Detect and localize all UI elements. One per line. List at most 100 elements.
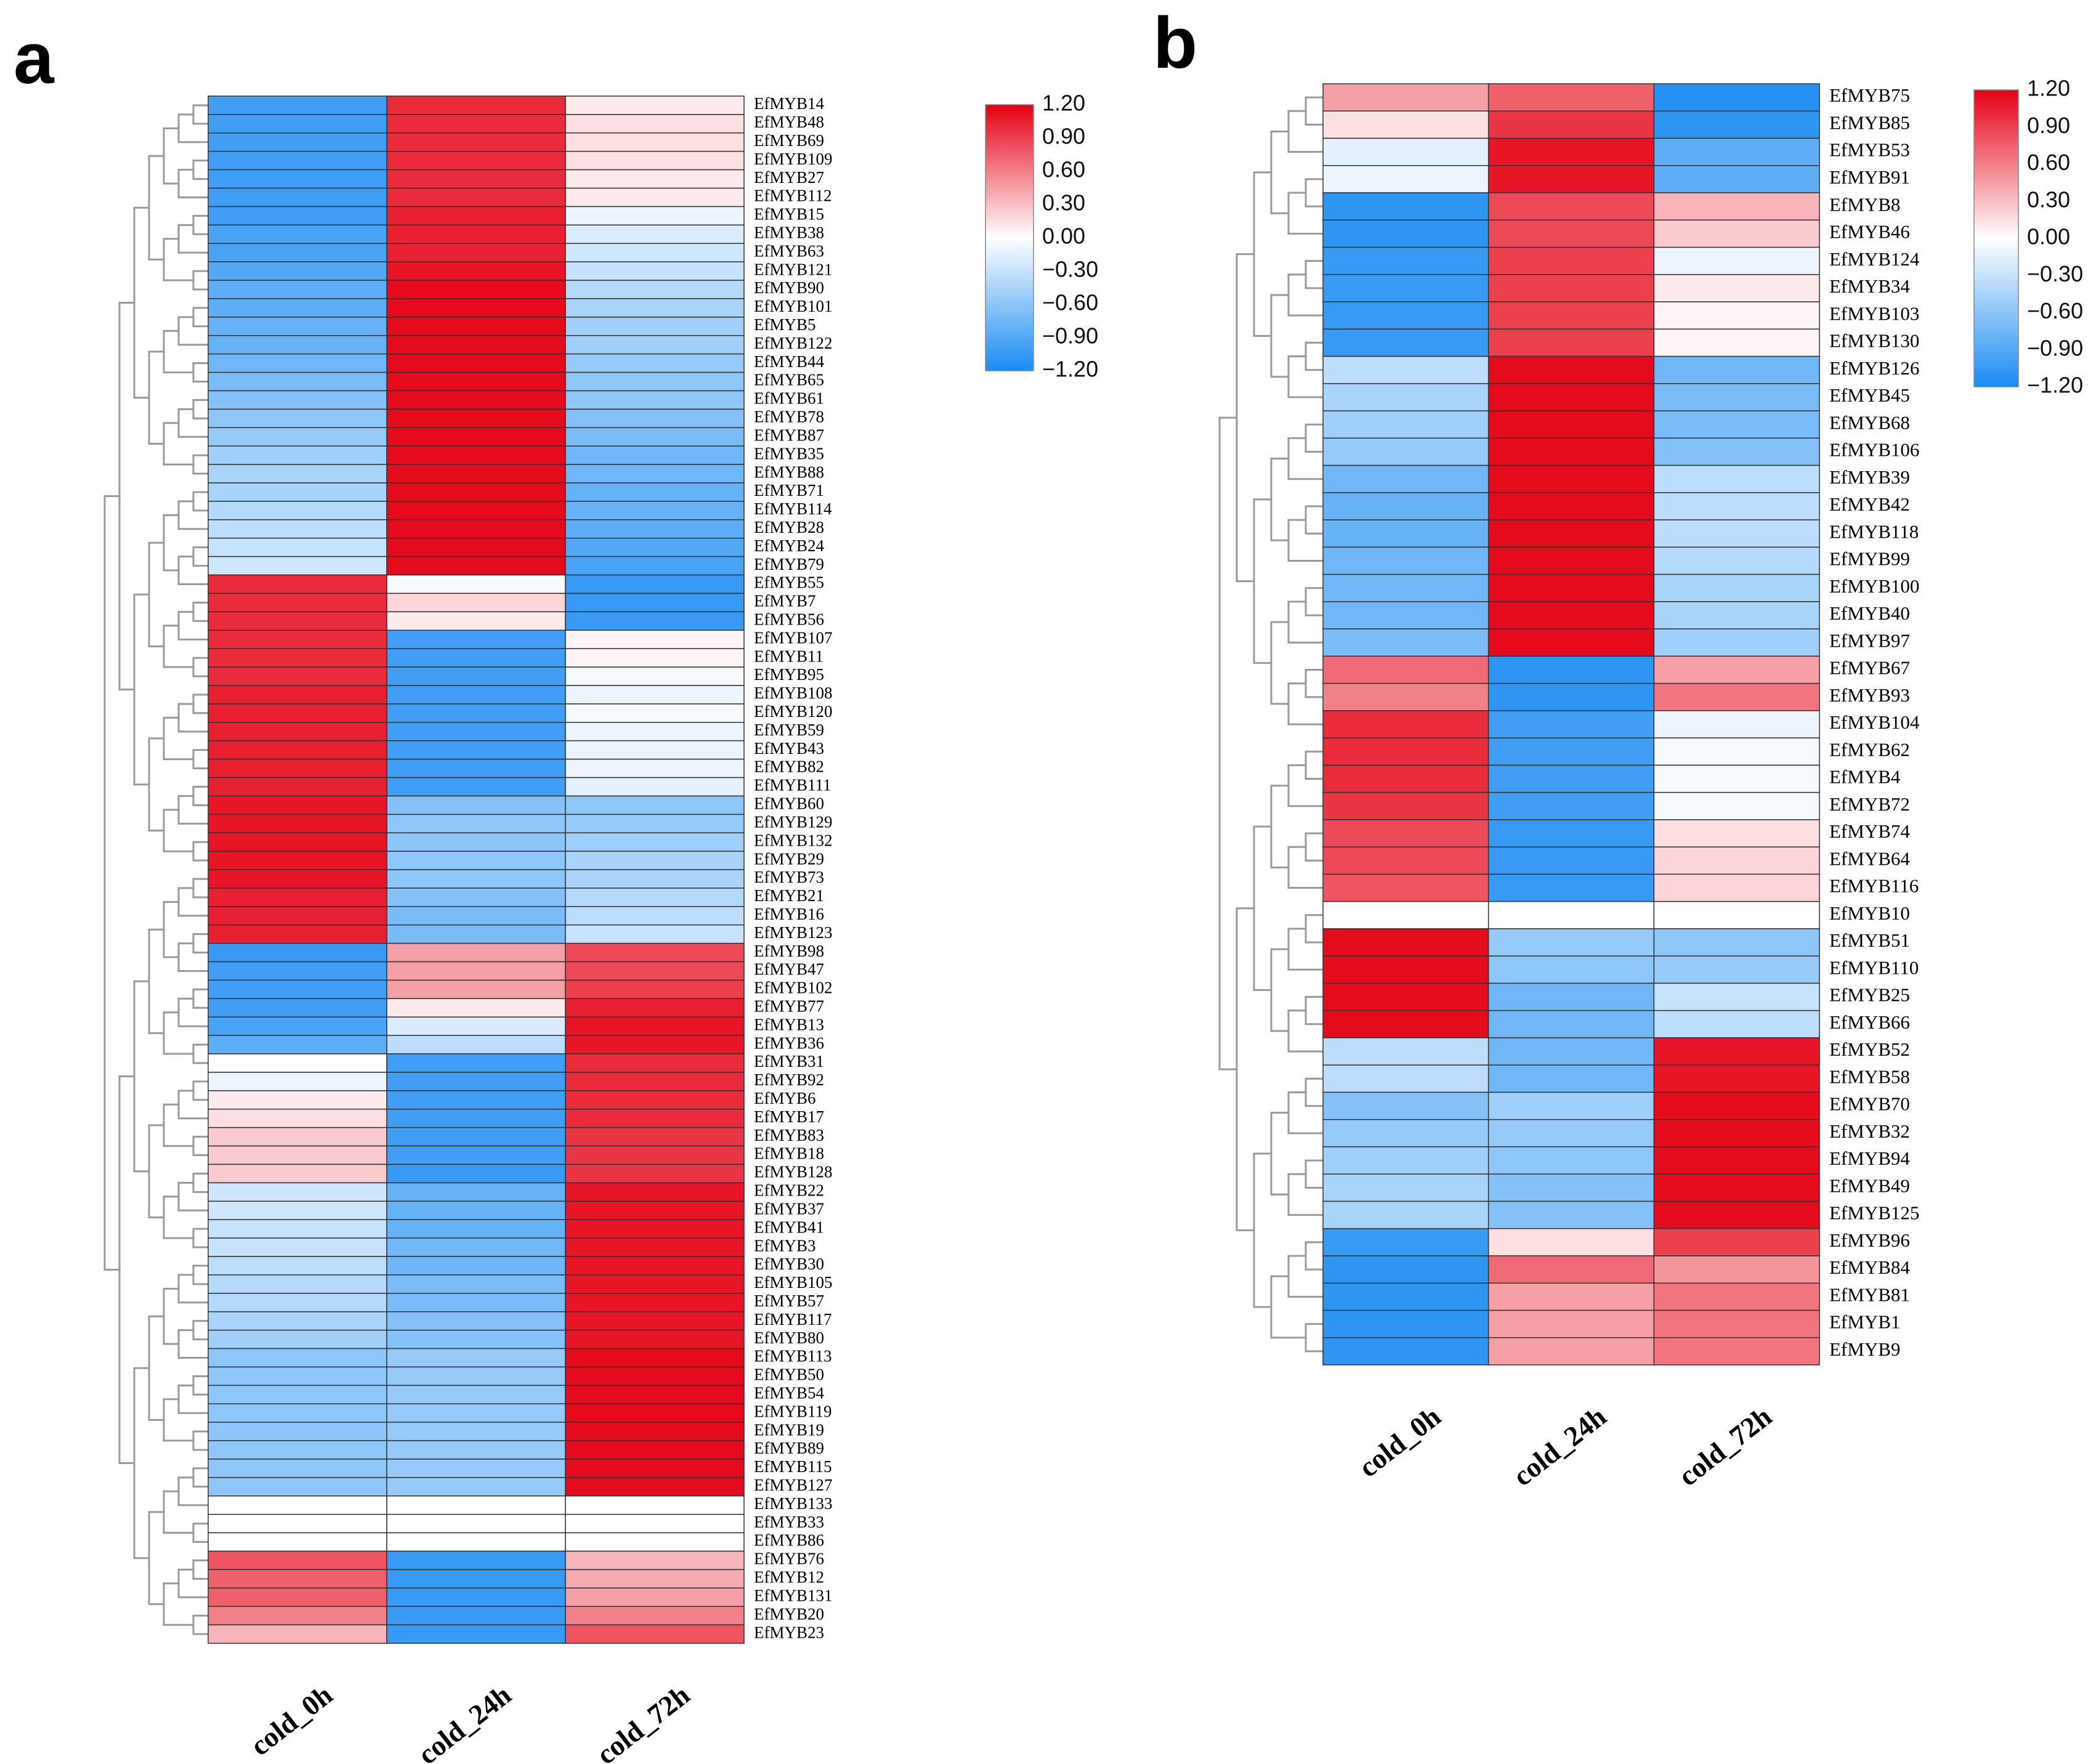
heatmap-cell [386, 1293, 566, 1313]
heatmap-cell [565, 335, 745, 355]
heatmap-cell [1322, 1064, 1489, 1093]
heatmap-cell [208, 758, 387, 779]
row-label: EfMYB51 [1829, 929, 1910, 951]
heatmap-cell [208, 961, 387, 981]
heatmap-cell [1322, 492, 1489, 520]
heatmap-cell [1653, 1146, 1820, 1175]
b-tree-branch [1270, 1112, 1289, 1196]
b-tree-branch [1253, 498, 1271, 664]
row-label: EfMYB88 [754, 463, 824, 481]
heatmap-cell [1487, 110, 1655, 139]
heatmap-cell [386, 1127, 566, 1147]
heatmap-cell [565, 703, 745, 723]
heatmap-cell [1487, 1173, 1655, 1202]
heatmap-cell [386, 1016, 566, 1036]
heatmap-cell [1653, 410, 1820, 439]
heatmap-cell [1653, 192, 1820, 221]
heatmap-cell [565, 501, 745, 520]
heatmap-cell [1653, 1337, 1820, 1365]
a-tree-branch [163, 900, 179, 958]
heatmap-cell [386, 648, 566, 668]
heatmap-cell [1322, 464, 1489, 493]
a-tree-branch [192, 657, 208, 678]
heatmap-cell [565, 1422, 745, 1441]
heatmap-cell [386, 1385, 566, 1404]
color-scale-tick-label: 1.20 [1042, 91, 1085, 116]
heatmap-cell [1487, 165, 1655, 193]
heatmap-cell [565, 445, 745, 465]
heatmap-cell [565, 1569, 745, 1589]
row-label: EfMYB130 [1829, 330, 1919, 352]
heatmap-cell [565, 537, 745, 557]
color-scale-tick-label: −0.60 [1042, 290, 1098, 315]
a-tree-branch [148, 737, 164, 831]
row-label: EfMYB119 [754, 1402, 832, 1420]
heatmap-cell [1322, 383, 1489, 411]
heatmap-cell [208, 335, 387, 355]
heatmap-cell [1653, 1037, 1820, 1066]
row-label: EfMYB127 [754, 1476, 833, 1494]
b-tree-branch [1253, 171, 1271, 337]
b-tree-branch [1305, 96, 1323, 126]
heatmap-cell [565, 1109, 745, 1128]
heatmap-cell [565, 1606, 745, 1625]
row-label: EfMYB92 [754, 1070, 824, 1089]
heatmap-cell [208, 1550, 387, 1571]
row-label: EfMYB42 [1829, 493, 1910, 515]
row-label: EfMYB122 [754, 334, 833, 352]
a-tree-branch [192, 270, 208, 291]
heatmap-cell [386, 998, 566, 1018]
heatmap-cell [1487, 83, 1655, 112]
heatmap-cell [1487, 492, 1655, 520]
b-tree-branch [1305, 178, 1323, 208]
color-scale-tick-label: 0.30 [1042, 190, 1085, 216]
heatmap-cell [565, 777, 745, 797]
heatmap-cell [565, 1385, 745, 1404]
heatmap-cell [386, 1477, 566, 1497]
heatmap-cell [1653, 464, 1820, 493]
heatmap-cell [208, 1606, 387, 1625]
heatmap-cell [208, 445, 387, 465]
row-label: EfMYB99 [1829, 548, 1910, 570]
heatmap-cell [1653, 1091, 1820, 1120]
heatmap-cell [565, 1182, 745, 1202]
heatmap-cell [1322, 519, 1489, 548]
heatmap-cell [1487, 1119, 1655, 1147]
heatmap-cell [1322, 274, 1489, 302]
heatmap-cell [386, 795, 566, 815]
heatmap-cell [1322, 846, 1489, 875]
heatmap-cell [1653, 301, 1820, 330]
heatmap-cell [1487, 410, 1655, 439]
heatmap-cell [386, 243, 566, 262]
row-label: EfMYB62 [1829, 738, 1910, 760]
row-label: EfMYB12 [754, 1568, 824, 1587]
heatmap-cell [565, 906, 745, 926]
a-tree-branch [192, 1375, 208, 1396]
heatmap-cell [208, 942, 387, 963]
heatmap-cell [565, 464, 745, 483]
row-label: EfMYB55 [754, 573, 824, 592]
heatmap-cell [208, 924, 387, 944]
a-tree-branch [192, 1523, 208, 1544]
row-label: EfMYB50 [754, 1365, 824, 1384]
heatmap-cell [1322, 301, 1489, 330]
panel-b-heatmap-cells [1322, 83, 1820, 1365]
heatmap-cell [1653, 274, 1820, 302]
heatmap-cell [1653, 928, 1820, 957]
a-tree-branch [192, 988, 208, 1009]
row-label: EfMYB80 [754, 1329, 824, 1347]
heatmap-cell [208, 979, 387, 1000]
color-scale-bar [1973, 89, 2019, 387]
heatmap-cell [1487, 900, 1655, 929]
heatmap-cell [565, 427, 745, 447]
row-label: EfMYB129 [754, 812, 833, 831]
color-scale-tick-label: 0.60 [1042, 157, 1085, 182]
panel-a-letter: a [14, 18, 55, 99]
heatmap-cell [1322, 682, 1489, 711]
row-label: EfMYB39 [1829, 466, 1910, 488]
heatmap-cell [565, 1163, 745, 1184]
heatmap-cell [386, 280, 566, 299]
a-tree-branch [192, 1043, 208, 1064]
a-tree-branch [192, 1228, 208, 1248]
heatmap-cell [386, 390, 566, 410]
